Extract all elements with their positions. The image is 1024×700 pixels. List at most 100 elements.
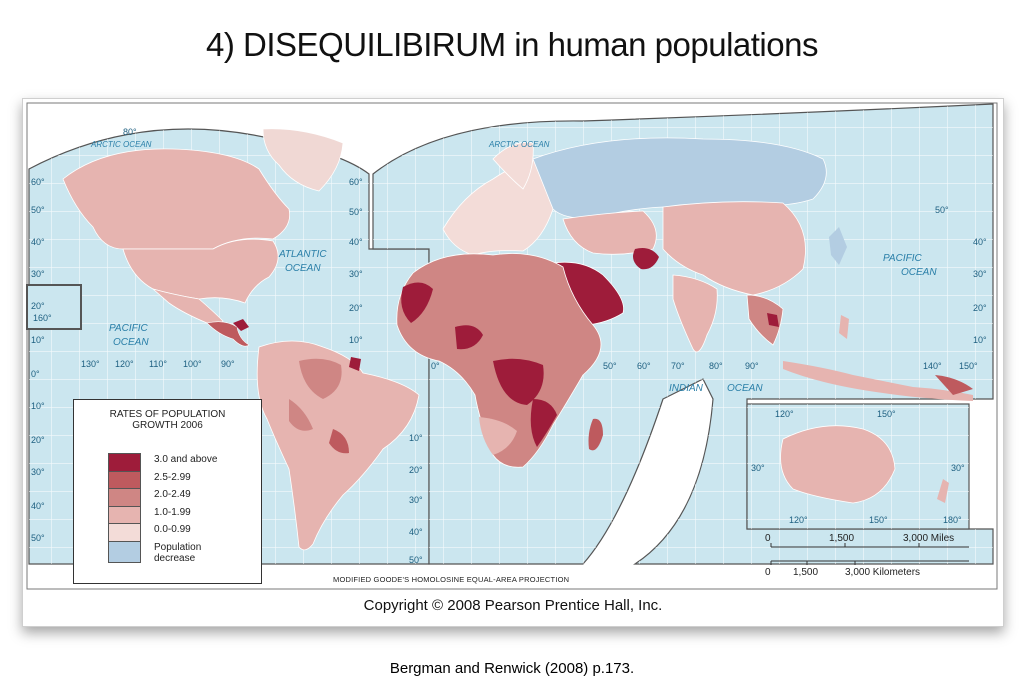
pacific-ocean-left-label-1: PACIFIC — [109, 323, 148, 334]
central-asia — [562, 210, 657, 255]
greenland — [262, 128, 344, 192]
north-america-canada — [62, 148, 291, 250]
pacific-ocean-left-label-2: OCEAN — [113, 337, 149, 348]
legend-swatch — [108, 523, 141, 541]
legend-label: 1.0-1.99 — [154, 506, 191, 518]
deg-left-10: 10° — [31, 335, 45, 345]
deg-lon-70: 70° — [671, 361, 685, 371]
deg-left-s40: 40° — [31, 501, 45, 511]
deg-left-60: 60° — [31, 177, 45, 187]
deg-aus-30-right: 30° — [951, 463, 965, 473]
scale-miles-3000: 3,000 Miles — [903, 533, 955, 544]
legend-label: 3.0 and above — [154, 454, 218, 465]
scale-bar-lines — [770, 543, 969, 565]
deg-left-s30: 30° — [31, 467, 45, 477]
deg-top-80: 80° — [123, 127, 137, 137]
indian-ocean-label-2: OCEAN — [727, 383, 763, 394]
deg-left-50: 50° — [31, 205, 45, 215]
deg-left-0: 0° — [31, 369, 40, 379]
atlantic-ocean-label-1: ATLANTIC — [278, 249, 327, 260]
deg-lon-140: 140° — [923, 361, 942, 371]
world-map-figure: ARCTIC OCEAN ARCTIC OCEAN ATLANTIC OCEAN… — [22, 98, 1004, 627]
legend-label: 0.0-0.99 — [154, 524, 191, 535]
deg-left-20: 20° — [31, 301, 45, 311]
deg-lon-90: 90° — [221, 359, 235, 369]
deg-lon-90: 90° — [745, 361, 759, 371]
deg-lon-160: 160° — [33, 313, 52, 323]
indonesia — [783, 361, 973, 401]
deg-right-20: 20° — [973, 303, 987, 313]
map-legend: RATES OF POPULATION GROWTH 2006 3.0 and … — [73, 399, 262, 584]
deg-lon-110: 110° — [149, 359, 167, 369]
map-labels: ARCTIC OCEAN ARCTIC OCEAN ATLANTIC OCEAN… — [31, 127, 987, 565]
deg-af-50: 50° — [409, 555, 423, 565]
legend-row: 2.0-2.49 — [108, 488, 234, 506]
source-citation: Bergman and Renwick (2008) p.173. — [389, 660, 635, 677]
legend-row: Population decrease — [108, 540, 234, 564]
legend-swatch — [108, 540, 141, 563]
deg-lon-0: 0° — [431, 361, 440, 371]
india — [672, 274, 718, 353]
deg-right-40: 40° — [973, 237, 987, 247]
deg-left-40: 40° — [31, 237, 45, 247]
north-america-mexico — [152, 288, 224, 325]
central-america — [206, 321, 250, 347]
scale-km-3000: 3,000 Kilometers — [845, 567, 921, 578]
deg-mid-30: 30° — [349, 269, 363, 279]
legend-label: 2.0-2.49 — [154, 489, 191, 500]
deg-aus-150-top: 150° — [877, 409, 896, 419]
legend-row: 3.0 and above — [108, 453, 234, 471]
deg-mid-60: 60° — [349, 177, 363, 187]
papua — [935, 375, 973, 395]
deg-mid-10: 10° — [349, 335, 363, 345]
deg-left-s20: 20° — [31, 435, 45, 445]
deg-mid-50: 50° — [349, 207, 363, 217]
deg-lon-50: 50° — [603, 361, 617, 371]
deg-aus-120-bottom: 120° — [789, 515, 808, 525]
scale-bar: 0 1,500 3,000 Miles 0 1,500 3,000 Kilome… — [763, 533, 993, 590]
madagascar — [588, 418, 603, 451]
deg-aus-150-bottom: 150° — [869, 515, 888, 525]
legend-title-line2: GROWTH 2006 — [132, 420, 203, 431]
legend-row: 1.0-1.99 — [108, 505, 234, 523]
deg-mid-40: 40° — [349, 237, 363, 247]
legend-rows: 3.0 and above 2.5-2.99 2.0-2.49 1.0-1.99 0.0… — [108, 453, 234, 564]
legend-title-line1: RATES OF POPULATION — [109, 409, 226, 420]
deg-mid-20: 20° — [349, 303, 363, 313]
deg-right-30: 30° — [973, 269, 987, 279]
legend-row: 2.5-2.99 — [108, 470, 234, 488]
scale-km-0: 0 — [765, 567, 771, 578]
legend-swatch — [108, 505, 141, 523]
deg-lon-100: 100° — [183, 359, 202, 369]
japan — [829, 227, 847, 265]
philippines — [839, 315, 849, 339]
deg-lon-130: 130° — [81, 359, 100, 369]
arctic-ocean-label-left: ARCTIC OCEAN — [90, 140, 152, 149]
slide-title: 4) DISEQUILIBIRUM in human populations — [206, 26, 818, 63]
deg-right-10: 10° — [973, 335, 987, 345]
deg-right-50: 50° — [935, 205, 949, 215]
arctic-ocean-label-right: ARCTIC OCEAN — [488, 140, 550, 149]
deg-aus-120-top: 120° — [775, 409, 794, 419]
deg-lon-120: 120° — [115, 359, 134, 369]
deg-lon-150: 150° — [959, 361, 978, 371]
scale-miles-1500: 1,500 — [829, 533, 855, 544]
pacific-ocean-right-label-1: PACIFIC — [883, 253, 922, 264]
deg-lon-80: 80° — [709, 361, 723, 371]
deg-aus-30-left: 30° — [751, 463, 765, 473]
legend-swatch — [108, 488, 141, 506]
scale-miles-0: 0 — [765, 533, 771, 544]
deg-af-30: 30° — [409, 495, 423, 505]
china — [662, 201, 806, 296]
legend-row: 0.0-0.99 — [108, 523, 234, 541]
deg-left-s50: 50° — [31, 533, 45, 543]
copyright-notice: Copyright © 2008 Pearson Prentice Hall, … — [363, 597, 663, 614]
pacific-ocean-right-label-2: OCEAN — [901, 267, 937, 278]
scandinavia — [492, 141, 534, 190]
deg-af-10: 10° — [409, 433, 423, 443]
legend-label: Population decrease — [154, 541, 202, 564]
deg-aus-180-bottom: 180° — [943, 515, 962, 525]
hawaii-inset — [26, 284, 82, 330]
indian-ocean-label-1: INDIAN — [669, 383, 704, 394]
atlantic-ocean-label-2: OCEAN — [285, 263, 321, 274]
